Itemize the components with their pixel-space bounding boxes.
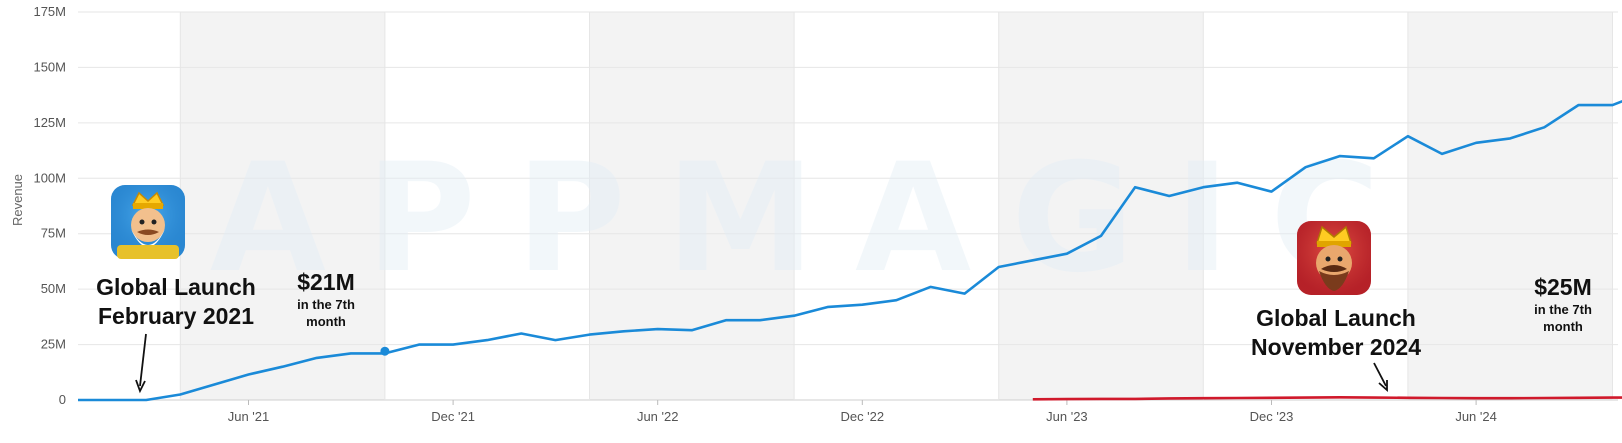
peak2-note-line1: in the 7th [1534,302,1592,317]
series-line-0 [78,99,1622,402]
launch2-arrow [1373,362,1387,387]
peak2-note-line2: month [1543,319,1583,334]
period-band [998,12,1204,400]
y-tick-label: 100M [33,170,66,185]
launch2-line1: Global Launch [1256,305,1416,331]
series-lines [78,99,1622,402]
y-tick-label: 50M [41,281,66,296]
y-tick-label: 0 [59,392,66,407]
royal-kingdom-app-icon [1297,221,1371,295]
peak2-value: $25M [1534,274,1592,300]
period-band [589,12,795,400]
launch1-arrow [139,333,147,387]
peak1-value: $21M [297,269,355,295]
x-tick-label: Jun '21 [228,409,270,424]
x-tick-label: Jun '22 [637,409,679,424]
launch2-arrowhead [1378,380,1388,392]
launch1-line2: February 2021 [98,303,254,329]
series-marker-0 [380,346,390,356]
period-band [180,12,385,400]
x-tick-label: Jun '23 [1046,409,1088,424]
series-points [380,346,390,356]
series-line-1 [1032,396,1622,401]
y-axis: 0 25M 50M 75M 100M 125M 150M 175M [33,4,66,407]
period-bands [180,12,1613,400]
y-tick-label: 150M [33,59,66,74]
launch1-arrowhead [135,379,146,394]
y-tick-label: 125M [33,115,66,130]
launch1-line1: Global Launch [96,274,256,300]
x-tick-label: Dec '22 [840,409,884,424]
y-tick-label: 75M [41,226,66,241]
watermark-text: APPMAGIC [210,132,1420,306]
peak1-note-line1: in the 7th [297,297,355,312]
x-tick-label: Dec '21 [431,409,475,424]
x-tick-label: Dec '23 [1250,409,1294,424]
x-axis: Jun '21 Dec '21 Jun '22 Dec '22 Jun '23 Dec '… [228,400,1497,424]
peak1-note-line2: month [306,314,346,329]
launch2-line2: November 2024 [1251,334,1421,360]
x-tick-label: Jun '24 [1455,409,1497,424]
period-band [1407,12,1613,400]
y-tick-label: 25M [41,337,66,352]
y-tick-label: 175M [33,4,66,19]
y-axis-title: Revenue [10,174,25,226]
royal-match-app-icon [111,185,185,259]
